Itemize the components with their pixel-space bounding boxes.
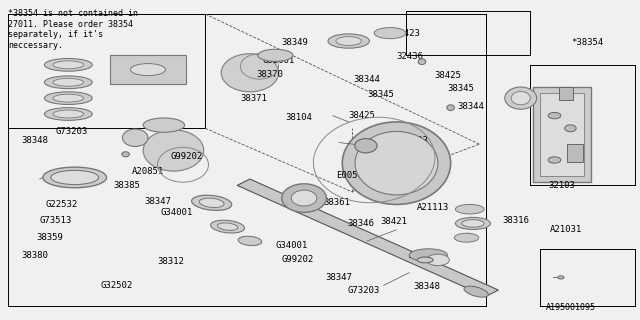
Ellipse shape (211, 220, 244, 233)
Text: 38348: 38348 (413, 282, 440, 292)
Text: G99202: G99202 (282, 255, 314, 264)
Ellipse shape (462, 220, 484, 227)
Text: G73203: G73203 (56, 127, 88, 136)
Ellipse shape (44, 59, 92, 71)
Bar (534, 87, 591, 182)
Ellipse shape (221, 54, 278, 92)
Ellipse shape (143, 130, 204, 171)
Text: 38359: 38359 (36, 233, 63, 242)
Text: 38385: 38385 (113, 181, 140, 190)
Ellipse shape (44, 92, 92, 105)
Ellipse shape (417, 257, 433, 263)
Ellipse shape (355, 132, 438, 195)
Text: 38347: 38347 (325, 273, 352, 282)
Text: 32103: 32103 (548, 181, 575, 190)
Ellipse shape (51, 170, 99, 185)
Ellipse shape (328, 34, 369, 48)
Text: *38354 is not contained in
27011. Please order 38354
separately, if it's
neccess: *38354 is not contained in 27011. Please… (8, 9, 138, 50)
Polygon shape (237, 179, 499, 296)
Text: G34001: G34001 (275, 241, 308, 250)
Ellipse shape (131, 64, 166, 76)
Text: 38312: 38312 (157, 257, 184, 266)
Text: 38370: 38370 (256, 70, 283, 79)
Ellipse shape (199, 198, 224, 208)
Text: G32502: G32502 (100, 281, 132, 290)
Ellipse shape (44, 108, 92, 120)
Text: 38423: 38423 (401, 136, 428, 146)
Text: G22532: G22532 (46, 200, 78, 209)
Text: 38349: 38349 (282, 38, 308, 47)
Ellipse shape (53, 78, 84, 86)
Text: 38348: 38348 (22, 136, 49, 146)
Text: 38380: 38380 (22, 251, 49, 260)
Text: 38345: 38345 (447, 84, 474, 93)
Text: 32436: 32436 (396, 52, 423, 61)
Text: 38344: 38344 (457, 101, 484, 111)
Text: G99202: G99202 (170, 152, 202, 161)
Ellipse shape (511, 92, 531, 105)
Text: 38423: 38423 (394, 28, 420, 38)
Ellipse shape (218, 223, 238, 230)
Ellipse shape (355, 139, 377, 153)
Text: A91206: A91206 (540, 136, 572, 146)
Text: G73513: G73513 (40, 216, 72, 225)
Ellipse shape (238, 236, 262, 245)
Circle shape (426, 254, 449, 266)
Text: *27011: *27011 (56, 170, 88, 179)
Ellipse shape (53, 61, 84, 69)
Ellipse shape (122, 129, 148, 147)
Ellipse shape (336, 36, 362, 45)
Text: G34001: G34001 (161, 208, 193, 217)
Ellipse shape (418, 59, 426, 65)
Text: 38347: 38347 (145, 197, 172, 206)
Text: 38346: 38346 (348, 219, 374, 228)
Ellipse shape (53, 110, 84, 118)
Text: 38344: 38344 (354, 75, 381, 84)
Text: 38425: 38425 (435, 71, 461, 80)
Ellipse shape (447, 105, 454, 110)
Text: 38104: 38104 (285, 113, 312, 122)
Ellipse shape (454, 233, 479, 242)
Ellipse shape (122, 152, 129, 157)
Text: 38316: 38316 (502, 216, 529, 225)
Bar (109, 55, 186, 84)
Ellipse shape (291, 190, 317, 206)
Text: A20851: A20851 (132, 167, 164, 176)
Text: E00503: E00503 (336, 172, 368, 180)
Ellipse shape (44, 76, 92, 89)
Ellipse shape (53, 94, 84, 102)
Text: A195001095: A195001095 (546, 303, 596, 312)
Text: G73203: G73203 (348, 285, 380, 295)
Circle shape (548, 112, 561, 119)
Ellipse shape (43, 167, 106, 188)
Ellipse shape (456, 217, 490, 229)
Text: 38425: 38425 (349, 111, 376, 120)
Text: A20851: A20851 (409, 251, 442, 260)
Text: *38354: *38354 (572, 38, 604, 47)
Circle shape (548, 157, 561, 163)
Bar (540, 93, 584, 176)
Text: A21031: A21031 (549, 225, 582, 234)
Ellipse shape (409, 249, 447, 261)
Ellipse shape (505, 87, 537, 109)
Ellipse shape (282, 184, 326, 212)
Text: 38371: 38371 (241, 94, 268, 103)
Bar (559, 87, 573, 100)
Ellipse shape (456, 204, 484, 214)
Text: 38345: 38345 (368, 91, 395, 100)
Text: G33001: G33001 (262, 56, 295, 65)
Bar (566, 144, 582, 162)
Ellipse shape (191, 195, 232, 211)
Ellipse shape (564, 125, 576, 132)
Text: H02501: H02501 (554, 159, 586, 168)
Ellipse shape (258, 49, 293, 61)
Text: 38361: 38361 (323, 198, 350, 207)
Ellipse shape (374, 28, 406, 39)
Ellipse shape (557, 276, 564, 279)
Ellipse shape (143, 118, 184, 132)
Ellipse shape (464, 286, 488, 297)
Text: 38421: 38421 (381, 217, 408, 226)
Ellipse shape (342, 122, 451, 204)
Text: A21113: A21113 (417, 203, 449, 212)
